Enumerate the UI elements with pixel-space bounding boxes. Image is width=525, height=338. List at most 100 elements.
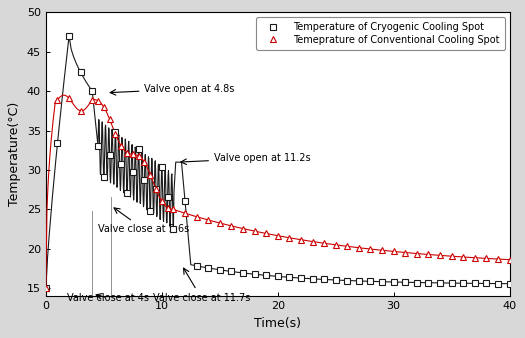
Temeprature of Conventional Cooling Spot bbox=[240, 226, 246, 231]
Temeprature of Conventional Cooling Spot bbox=[484, 257, 490, 261]
Temperature of Cryogenic Cooling Spot bbox=[112, 130, 119, 134]
Temperature of Cryogenic Cooling Spot bbox=[251, 272, 258, 276]
Temperature of Cryogenic Cooling Spot bbox=[507, 282, 513, 286]
Temeprature of Conventional Cooling Spot bbox=[164, 206, 171, 210]
Temeprature of Conventional Cooling Spot bbox=[425, 252, 432, 257]
Temperature of Cryogenic Cooling Spot bbox=[471, 281, 478, 285]
Temeprature of Conventional Cooling Spot bbox=[495, 257, 501, 261]
Temperature of Cryogenic Cooling Spot bbox=[43, 286, 49, 290]
Temperature of Cryogenic Cooling Spot bbox=[89, 89, 96, 93]
Temeprature of Conventional Cooling Spot bbox=[379, 248, 385, 252]
Temperature of Cryogenic Cooling Spot bbox=[414, 281, 420, 285]
Line: Temeprature of Conventional Cooling Spot: Temeprature of Conventional Cooling Spot bbox=[43, 96, 512, 291]
Temeprature of Conventional Cooling Spot bbox=[344, 244, 351, 248]
Temperature of Cryogenic Cooling Spot bbox=[344, 279, 351, 283]
Temeprature of Conventional Cooling Spot bbox=[124, 150, 130, 154]
Temeprature of Conventional Cooling Spot bbox=[356, 246, 362, 250]
Temperature of Cryogenic Cooling Spot bbox=[170, 227, 176, 231]
Temeprature of Conventional Cooling Spot bbox=[95, 99, 101, 103]
Temperature of Cryogenic Cooling Spot bbox=[240, 271, 246, 275]
Temperature of Cryogenic Cooling Spot bbox=[130, 170, 136, 174]
Temeprature of Conventional Cooling Spot bbox=[332, 243, 339, 247]
Temeprature of Conventional Cooling Spot bbox=[205, 218, 212, 222]
Temeprature of Conventional Cooling Spot bbox=[66, 96, 72, 100]
Temeprature of Conventional Cooling Spot bbox=[141, 160, 148, 164]
Temperature of Cryogenic Cooling Spot bbox=[321, 277, 327, 282]
Temperature of Cryogenic Cooling Spot bbox=[298, 276, 304, 280]
Temeprature of Conventional Cooling Spot bbox=[507, 258, 513, 262]
Y-axis label: Temperature(°C): Temperature(°C) bbox=[8, 102, 22, 207]
Temeprature of Conventional Cooling Spot bbox=[275, 234, 281, 238]
Temeprature of Conventional Cooling Spot bbox=[112, 132, 119, 136]
Temperature of Cryogenic Cooling Spot bbox=[205, 266, 212, 270]
Temeprature of Conventional Cooling Spot bbox=[391, 249, 397, 254]
Temeprature of Conventional Cooling Spot bbox=[118, 144, 124, 148]
Temperature of Cryogenic Cooling Spot bbox=[356, 279, 362, 283]
Temeprature of Conventional Cooling Spot bbox=[402, 250, 408, 255]
Text: Valve close at 11.7s: Valve close at 11.7s bbox=[153, 268, 250, 303]
Temeprature of Conventional Cooling Spot bbox=[170, 208, 176, 212]
Temeprature of Conventional Cooling Spot bbox=[182, 211, 188, 215]
Temperature of Cryogenic Cooling Spot bbox=[460, 281, 466, 285]
Temperature of Cryogenic Cooling Spot bbox=[448, 281, 455, 285]
Text: Valve open at 11.2s: Valve open at 11.2s bbox=[181, 153, 311, 165]
Temeprature of Conventional Cooling Spot bbox=[107, 117, 113, 121]
Temperature of Cryogenic Cooling Spot bbox=[402, 280, 408, 284]
Temperature of Cryogenic Cooling Spot bbox=[78, 70, 84, 74]
Temperature of Cryogenic Cooling Spot bbox=[379, 280, 385, 284]
Temeprature of Conventional Cooling Spot bbox=[159, 199, 165, 203]
Temeprature of Conventional Cooling Spot bbox=[471, 256, 478, 260]
Temperature of Cryogenic Cooling Spot bbox=[107, 153, 113, 157]
Text: Valve open at 4.8s: Valve open at 4.8s bbox=[110, 84, 235, 95]
Temeprature of Conventional Cooling Spot bbox=[135, 154, 142, 158]
Temperature of Cryogenic Cooling Spot bbox=[193, 264, 200, 268]
Temeprature of Conventional Cooling Spot bbox=[321, 241, 327, 245]
Temperature of Cryogenic Cooling Spot bbox=[54, 141, 60, 145]
Temeprature of Conventional Cooling Spot bbox=[286, 236, 292, 240]
Temperature of Cryogenic Cooling Spot bbox=[437, 281, 443, 285]
Temeprature of Conventional Cooling Spot bbox=[298, 238, 304, 242]
Temperature of Cryogenic Cooling Spot bbox=[118, 162, 124, 166]
Temperature of Cryogenic Cooling Spot bbox=[95, 144, 101, 148]
Temperature of Cryogenic Cooling Spot bbox=[275, 274, 281, 279]
Temeprature of Conventional Cooling Spot bbox=[78, 109, 84, 113]
Temeprature of Conventional Cooling Spot bbox=[89, 98, 96, 102]
Temperature of Cryogenic Cooling Spot bbox=[368, 279, 374, 283]
Temperature of Cryogenic Cooling Spot bbox=[332, 278, 339, 282]
Temperature of Cryogenic Cooling Spot bbox=[425, 281, 432, 285]
Temeprature of Conventional Cooling Spot bbox=[147, 172, 153, 176]
Temeprature of Conventional Cooling Spot bbox=[368, 247, 374, 251]
Temeprature of Conventional Cooling Spot bbox=[43, 286, 49, 290]
Temperature of Cryogenic Cooling Spot bbox=[391, 280, 397, 284]
Temperature of Cryogenic Cooling Spot bbox=[309, 277, 316, 281]
Text: Valve close at 4s: Valve close at 4s bbox=[67, 293, 149, 303]
Temperature of Cryogenic Cooling Spot bbox=[66, 34, 72, 38]
Temperature of Cryogenic Cooling Spot bbox=[182, 199, 188, 203]
Temperature of Cryogenic Cooling Spot bbox=[484, 282, 490, 286]
Temperature of Cryogenic Cooling Spot bbox=[124, 191, 130, 195]
Temperature of Cryogenic Cooling Spot bbox=[164, 195, 171, 199]
Temeprature of Conventional Cooling Spot bbox=[217, 221, 223, 225]
Temeprature of Conventional Cooling Spot bbox=[414, 251, 420, 256]
X-axis label: Time(s): Time(s) bbox=[254, 317, 301, 330]
Temperature of Cryogenic Cooling Spot bbox=[263, 273, 269, 277]
Legend: Temperature of Cryogenic Cooling Spot, Temeprature of Conventional Cooling Spot: Temperature of Cryogenic Cooling Spot, T… bbox=[256, 17, 505, 50]
Temeprature of Conventional Cooling Spot bbox=[460, 255, 466, 259]
Temperature of Cryogenic Cooling Spot bbox=[153, 187, 159, 191]
Temeprature of Conventional Cooling Spot bbox=[153, 187, 159, 191]
Temeprature of Conventional Cooling Spot bbox=[130, 152, 136, 156]
Temperature of Cryogenic Cooling Spot bbox=[217, 268, 223, 272]
Temperature of Cryogenic Cooling Spot bbox=[141, 178, 148, 183]
Temeprature of Conventional Cooling Spot bbox=[309, 240, 316, 244]
Temeprature of Conventional Cooling Spot bbox=[101, 105, 107, 109]
Temeprature of Conventional Cooling Spot bbox=[251, 229, 258, 233]
Line: Temperature of Cryogenic Cooling Spot: Temperature of Cryogenic Cooling Spot bbox=[43, 33, 512, 291]
Temperature of Cryogenic Cooling Spot bbox=[101, 175, 107, 179]
Temperature of Cryogenic Cooling Spot bbox=[147, 209, 153, 213]
Temeprature of Conventional Cooling Spot bbox=[54, 98, 60, 102]
Temperature of Cryogenic Cooling Spot bbox=[159, 165, 165, 169]
Text: Valve close at 5.6s: Valve close at 5.6s bbox=[98, 208, 190, 234]
Temperature of Cryogenic Cooling Spot bbox=[286, 275, 292, 279]
Temeprature of Conventional Cooling Spot bbox=[263, 232, 269, 236]
Temeprature of Conventional Cooling Spot bbox=[228, 224, 235, 228]
